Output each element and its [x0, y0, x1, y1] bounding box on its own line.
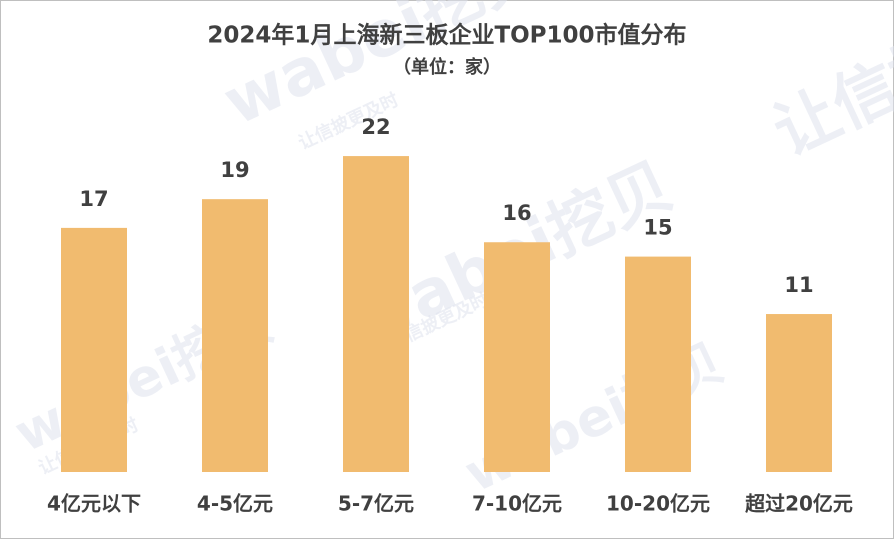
- x-tick-label: 5-7亿元: [338, 492, 414, 516]
- bar: [484, 242, 550, 472]
- chart-subtitle: （单位：家）: [393, 56, 501, 78]
- bar: [343, 156, 409, 472]
- x-tick-label: 4-5亿元: [197, 492, 273, 516]
- x-tick-label: 超过20亿元: [744, 492, 853, 516]
- data-label: 17: [79, 187, 108, 211]
- bar: [766, 314, 832, 472]
- bar: [202, 199, 268, 472]
- x-tick-label: 10-20亿元: [606, 492, 710, 516]
- data-label: 11: [784, 273, 813, 297]
- data-label: 22: [361, 115, 390, 139]
- x-tick-label: 4亿元以下: [47, 492, 141, 516]
- x-tick-label: 7-10亿元: [472, 492, 562, 516]
- bar: [61, 227, 127, 472]
- bar: [625, 256, 691, 472]
- data-label: 19: [220, 158, 249, 182]
- data-label: 16: [502, 201, 531, 225]
- chart-title: 2024年1月上海新三板企业TOP100市值分布: [207, 22, 686, 49]
- data-label: 15: [643, 216, 672, 240]
